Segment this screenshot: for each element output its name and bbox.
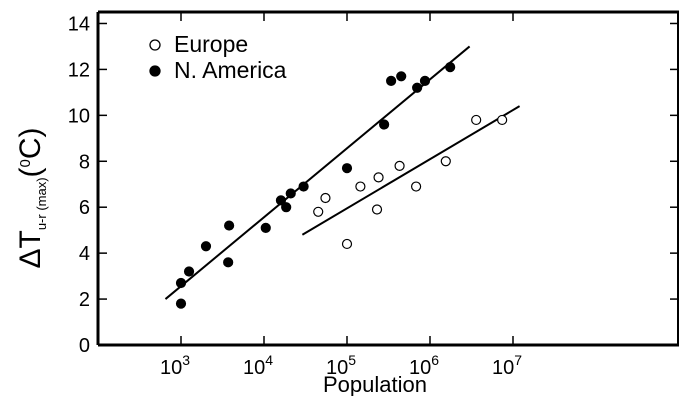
- y-tick-label: 14: [68, 13, 90, 35]
- trend-lines: [164, 45, 521, 300]
- y-tick-label: 12: [68, 59, 90, 81]
- data-point: [275, 195, 287, 206]
- data-point: [373, 172, 384, 183]
- legend-europe-label: Europe: [174, 31, 248, 57]
- legend-na-marker: [149, 65, 161, 77]
- x-tick-label: 106: [409, 352, 439, 379]
- plot-frame: [96, 10, 679, 347]
- data-point: [281, 202, 292, 213]
- x-tick-label: 105: [326, 352, 356, 379]
- y-tick-label: 8: [79, 151, 90, 173]
- data-point: [298, 181, 309, 192]
- y-axis-title-open-paren: (: [14, 167, 47, 177]
- y-axis-title-unit-sup: 0: [17, 159, 34, 167]
- y-tick-label: 2: [79, 289, 90, 311]
- data-point: [224, 220, 235, 231]
- y-axis-title-unit: C): [14, 127, 47, 159]
- y-axis-title: ΔTu-r (max)(0C): [14, 127, 49, 268]
- x-tick-label: 107: [492, 352, 522, 379]
- y-tick-label: 10: [68, 105, 90, 127]
- trend-line: [301, 105, 521, 236]
- data-point: [396, 71, 407, 82]
- data-point: [386, 75, 397, 86]
- y-tick-label: 0: [79, 335, 90, 357]
- y-tick-label: 6: [79, 197, 90, 219]
- y-axis-title-subscript: u-r (max): [34, 177, 49, 230]
- data-point: [419, 75, 431, 86]
- data-point: [410, 181, 422, 192]
- data-point: [445, 62, 456, 73]
- y-tick-label: 4: [79, 243, 90, 265]
- data-point: [313, 206, 324, 217]
- data-point: [412, 82, 423, 93]
- data-point: [394, 160, 405, 171]
- legend-europe-marker: [149, 39, 161, 51]
- x-axis: 103 104 105 106 107: [160, 12, 522, 379]
- y-axis-title-t: T: [14, 230, 47, 248]
- x-tick-label: 104: [243, 352, 273, 379]
- legend-na-label: N. America: [174, 57, 287, 83]
- data-point: [341, 238, 353, 250]
- data-point: [175, 298, 187, 309]
- data-point: [379, 119, 390, 130]
- legend: Europe N. America: [149, 31, 287, 83]
- x-tick-label: 103: [160, 352, 190, 379]
- data-point: [223, 257, 234, 268]
- data-point: [285, 188, 296, 199]
- data-point: [175, 277, 187, 289]
- data-point: [355, 181, 366, 192]
- data-points: [175, 62, 508, 309]
- data-point: [183, 266, 195, 277]
- x-axis-title: Population: [323, 372, 427, 396]
- y-axis: 0 2 4 6 8 10 12 14: [68, 13, 679, 357]
- data-point: [497, 114, 508, 126]
- data-point: [341, 163, 353, 174]
- data-point: [471, 114, 482, 126]
- data-point: [371, 204, 383, 215]
- y-axis-title-delta: Δ: [14, 249, 47, 269]
- data-point: [260, 222, 271, 233]
- data-point: [320, 192, 331, 204]
- data-point: [440, 156, 451, 167]
- data-point: [200, 241, 212, 252]
